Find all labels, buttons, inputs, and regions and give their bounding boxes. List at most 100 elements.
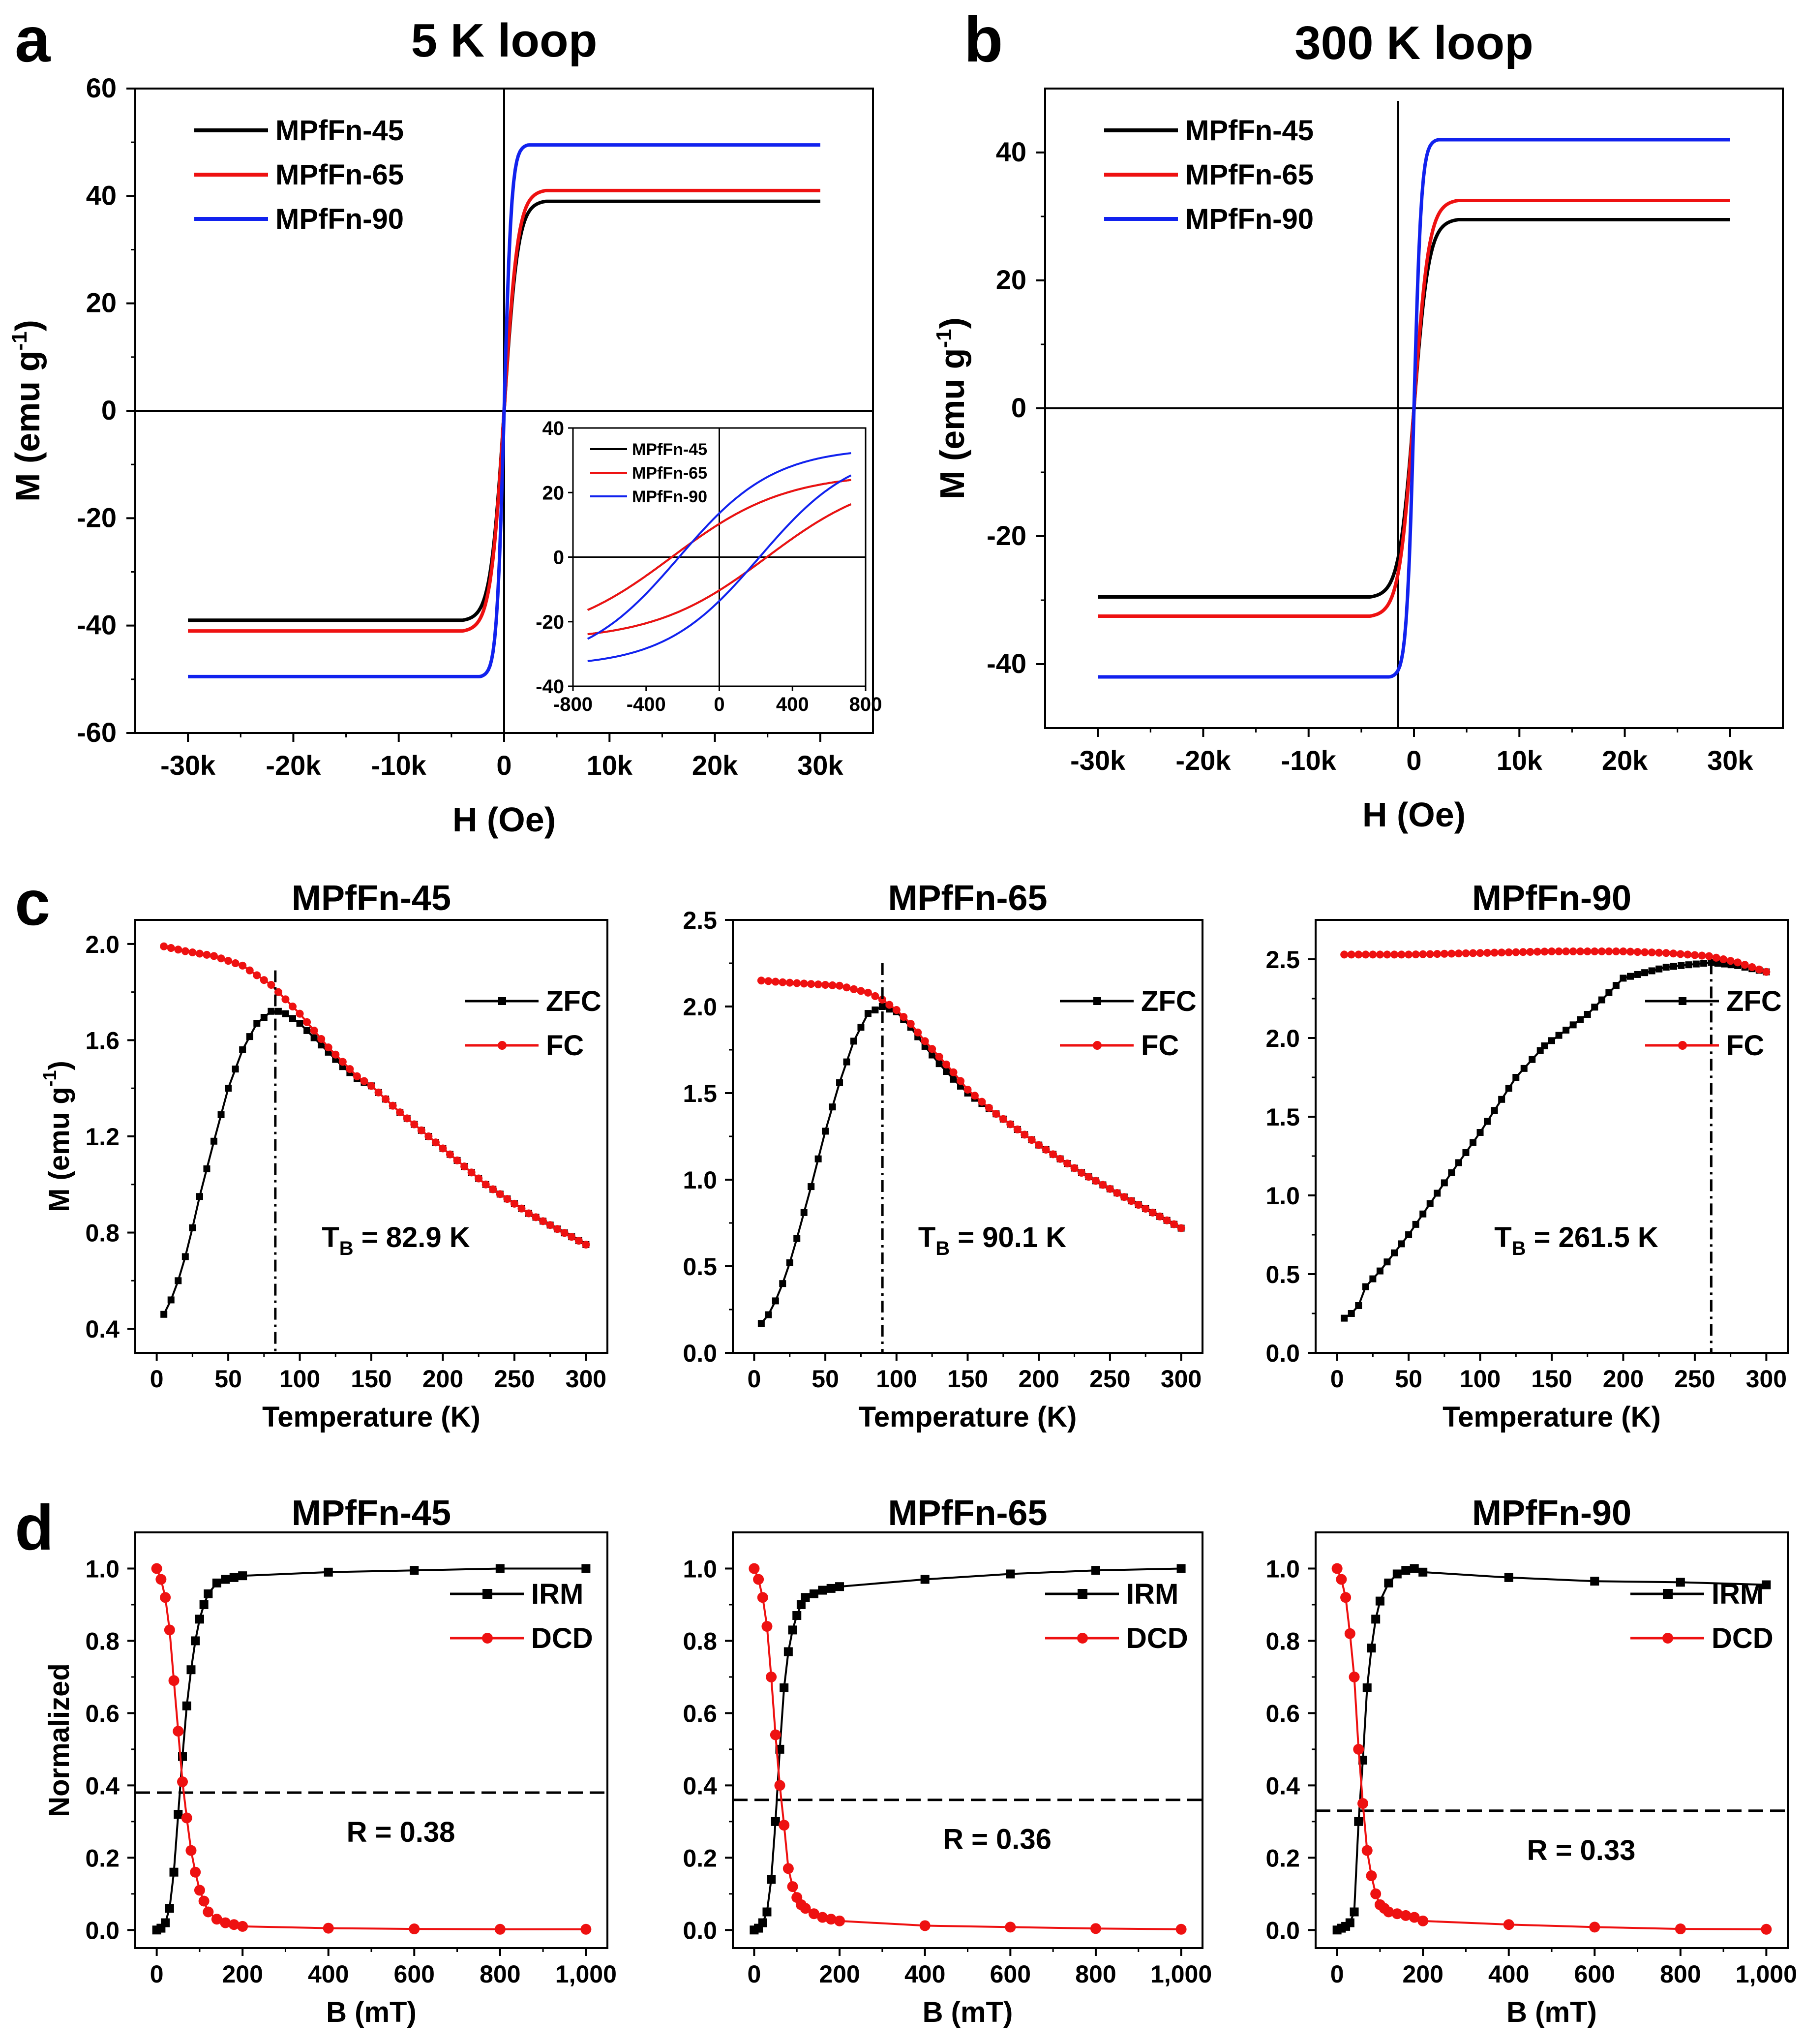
fc-marker bbox=[403, 1114, 411, 1123]
fc-marker bbox=[1462, 949, 1470, 957]
dcd-marker bbox=[160, 1592, 171, 1603]
fc-marker bbox=[1698, 951, 1706, 960]
x-tick-label: 1,000 bbox=[1150, 1960, 1212, 1988]
irm-marker bbox=[195, 1615, 204, 1624]
fc-marker bbox=[1397, 950, 1406, 959]
zfc-marker bbox=[260, 1014, 268, 1021]
inset-x-tick-label: 800 bbox=[849, 694, 882, 715]
zfc-marker bbox=[1598, 996, 1605, 1004]
fc-marker bbox=[906, 1020, 915, 1028]
x-tick-label: 150 bbox=[947, 1365, 988, 1393]
legend-marker-irm bbox=[1663, 1589, 1673, 1599]
x-tick-label: 800 bbox=[480, 1960, 520, 1988]
y-tick-label: 40 bbox=[86, 180, 117, 211]
dcd-marker bbox=[1675, 1923, 1686, 1935]
zfc-marker bbox=[1470, 1139, 1476, 1146]
x-tick-label: 800 bbox=[1075, 1960, 1116, 1988]
zfc-marker bbox=[225, 1085, 232, 1092]
zfc-marker bbox=[1476, 1129, 1484, 1136]
irm-marker bbox=[1371, 1615, 1381, 1624]
x-tick-label: 150 bbox=[1531, 1365, 1572, 1393]
y-tick-label: 1.6 bbox=[85, 1027, 120, 1054]
y-axis-label: Normalized bbox=[43, 1663, 75, 1817]
fc-marker bbox=[167, 944, 175, 952]
dcd-marker bbox=[190, 1866, 201, 1878]
fc-marker bbox=[1676, 950, 1684, 958]
y-tick-label: 40 bbox=[996, 136, 1026, 167]
fc-marker bbox=[460, 1162, 469, 1171]
zfc-marker bbox=[1648, 967, 1655, 975]
dcd-marker bbox=[1391, 1908, 1403, 1920]
inset-curve-ascending bbox=[587, 503, 852, 636]
dcd-marker bbox=[1353, 1743, 1364, 1755]
zfc-marker bbox=[310, 1034, 318, 1041]
fc-marker bbox=[174, 946, 182, 954]
dcd-marker bbox=[164, 1624, 175, 1636]
zfc-marker bbox=[800, 1209, 808, 1216]
x-tick-label: 20k bbox=[1602, 745, 1648, 776]
fc-marker bbox=[338, 1058, 347, 1066]
fc-marker bbox=[1612, 947, 1620, 955]
x-tick-label: 20k bbox=[692, 750, 738, 781]
dcd-marker bbox=[220, 1917, 231, 1928]
zfc-marker bbox=[793, 1235, 801, 1242]
fc-marker bbox=[1562, 947, 1570, 955]
irm-marker bbox=[1176, 1564, 1186, 1573]
zfc-marker bbox=[1627, 973, 1634, 980]
fc-marker bbox=[793, 979, 801, 987]
y-tick-label: 0.0 bbox=[683, 1340, 717, 1367]
legend-label: MPfFn-45 bbox=[275, 115, 404, 147]
fc-marker bbox=[836, 981, 844, 990]
zfc-marker bbox=[246, 1033, 253, 1040]
irm-line bbox=[1336, 1567, 1767, 1931]
y-tick-label: 0.4 bbox=[85, 1772, 120, 1800]
irm-marker bbox=[1354, 1817, 1363, 1826]
annotation-subscript: B bbox=[339, 1238, 354, 1259]
legend-label-zfc: ZFC bbox=[546, 985, 601, 1017]
zfc-marker bbox=[779, 1280, 786, 1287]
irm-marker bbox=[1367, 1644, 1376, 1653]
zfc-marker bbox=[786, 1259, 793, 1266]
fc-marker bbox=[1177, 1224, 1185, 1232]
x-tick-label: 250 bbox=[1674, 1365, 1715, 1393]
dcd-marker bbox=[409, 1923, 420, 1935]
fc-marker bbox=[231, 959, 240, 967]
fc-marker bbox=[560, 1229, 569, 1237]
fc-marker bbox=[779, 978, 787, 986]
fc-marker bbox=[1734, 958, 1742, 967]
plot-title: MPfFn-45 bbox=[292, 1494, 451, 1533]
y-axis-label-main: M (emu g bbox=[933, 348, 971, 499]
fc-marker bbox=[1369, 950, 1377, 959]
y-tick-label: 1.5 bbox=[1265, 1103, 1300, 1131]
y-tick-label: -20 bbox=[987, 520, 1026, 551]
zfc-marker bbox=[1700, 960, 1708, 967]
x-tick-label: 200 bbox=[1402, 1960, 1443, 1988]
fc-marker bbox=[1027, 1136, 1036, 1144]
irm-marker bbox=[783, 1647, 793, 1656]
irm-marker bbox=[186, 1665, 196, 1675]
fc-marker bbox=[900, 1013, 908, 1021]
zfc-marker bbox=[1563, 1027, 1570, 1034]
zfc-marker bbox=[232, 1066, 239, 1073]
fc-marker bbox=[800, 979, 808, 988]
dcd-marker bbox=[1005, 1922, 1016, 1933]
dcd-marker bbox=[766, 1671, 777, 1682]
dcd-marker bbox=[1340, 1592, 1352, 1603]
fc-marker bbox=[467, 1168, 476, 1177]
zfc-marker bbox=[1605, 989, 1613, 996]
fc-marker bbox=[978, 1098, 986, 1106]
fc-marker bbox=[1476, 949, 1484, 957]
dcd-marker bbox=[779, 1820, 790, 1831]
dcd-marker bbox=[1370, 1888, 1382, 1899]
dcd-marker bbox=[834, 1915, 845, 1926]
annotation-symbol: T bbox=[322, 1221, 339, 1253]
y-tick-label: 0.8 bbox=[85, 1627, 120, 1655]
zfc-marker bbox=[282, 1010, 289, 1017]
fc-marker bbox=[1719, 955, 1728, 963]
y-axis-label-end: ) bbox=[933, 317, 971, 329]
dcd-marker bbox=[749, 1563, 760, 1574]
zfc-marker bbox=[1355, 1302, 1362, 1309]
x-tick-label: 100 bbox=[1460, 1365, 1501, 1393]
fc-marker bbox=[1426, 950, 1434, 958]
fc-marker bbox=[1684, 950, 1692, 959]
